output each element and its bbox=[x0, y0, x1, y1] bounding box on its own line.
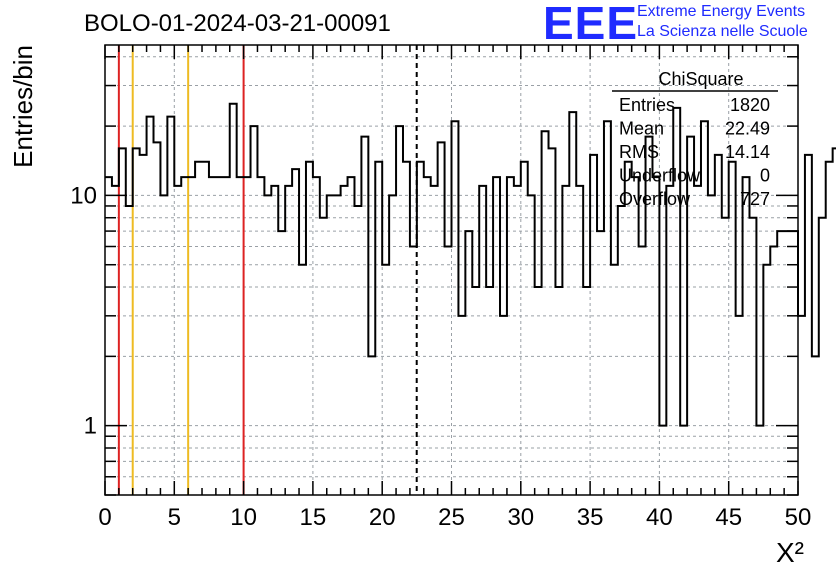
stats-row-label: Underflow bbox=[619, 166, 701, 186]
histogram-outline bbox=[105, 102, 836, 427]
stats-title: ChiSquare bbox=[658, 69, 743, 89]
y-tick-label: 10 bbox=[70, 182, 97, 209]
x-tick-label: 35 bbox=[577, 504, 604, 531]
logo-line-1: Extreme Energy Events bbox=[637, 3, 806, 20]
x-tick-label: 0 bbox=[98, 504, 111, 531]
y-tick-label: 1 bbox=[84, 413, 97, 440]
stats-row-value: 727 bbox=[740, 189, 770, 209]
stats-row-label: Mean bbox=[619, 119, 664, 139]
run-title: BOLO-01-2024-03-21-00091 bbox=[84, 10, 391, 37]
x-tick-label: 40 bbox=[646, 504, 673, 531]
stats-row-label: Overflow bbox=[619, 189, 691, 209]
x-tick-label: 5 bbox=[168, 504, 181, 531]
x-tick-label: 10 bbox=[230, 504, 257, 531]
x-tick-label: 30 bbox=[507, 504, 534, 531]
logo-line-2: La Scienza nelle Scuole bbox=[637, 23, 808, 40]
eee-logo-mark: EEE bbox=[543, 0, 639, 49]
stats-row-value: 22.49 bbox=[725, 119, 770, 139]
stats-row-label: Entries bbox=[619, 95, 675, 115]
stats-row-value: 14.14 bbox=[725, 142, 770, 162]
stats-row-value: 1820 bbox=[730, 95, 770, 115]
x-tick-label: 50 bbox=[785, 504, 812, 531]
x-tick-label: 45 bbox=[715, 504, 742, 531]
stats-row-label: RMS bbox=[619, 142, 659, 162]
x-tick-label: 20 bbox=[369, 504, 396, 531]
stats-row-value: 0 bbox=[760, 166, 770, 186]
x-axis-label: X² bbox=[776, 537, 804, 568]
y-axis-label: Entries/bin bbox=[8, 45, 38, 168]
x-tick-label: 25 bbox=[438, 504, 465, 531]
x-tick-label: 15 bbox=[300, 504, 327, 531]
